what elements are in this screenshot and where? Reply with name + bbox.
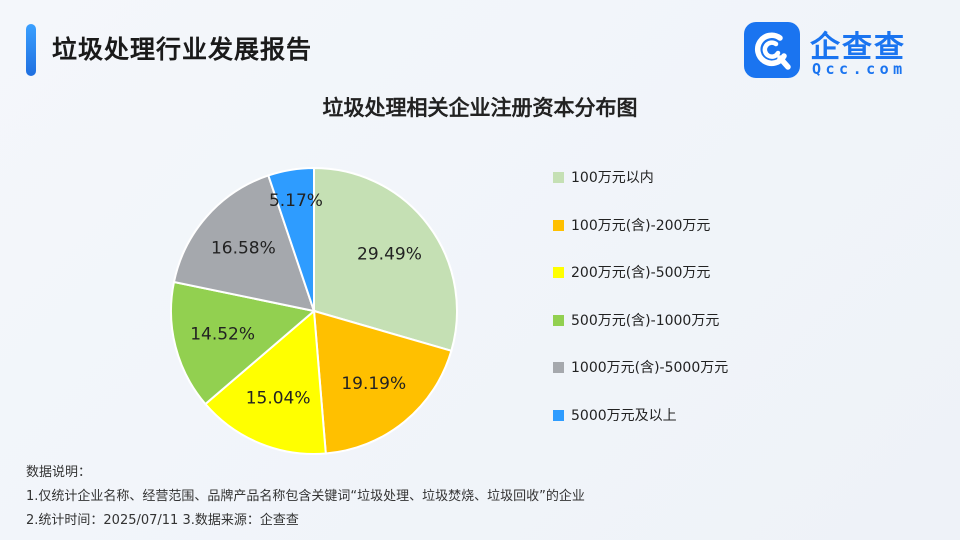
legend-swatch xyxy=(553,267,564,279)
slice-data-label: 19.19% xyxy=(341,374,406,394)
slice-data-label: 15.04% xyxy=(246,388,311,408)
legend-label: 1000万元(含)-5000万元 xyxy=(571,360,729,377)
legend-label: 200万元(含)-500万元 xyxy=(571,265,711,282)
title-accent-bar xyxy=(26,24,36,76)
legend-swatch xyxy=(553,362,564,374)
logo-name: 企查查 xyxy=(810,30,906,65)
qcc-logo-icon xyxy=(744,22,800,78)
pie-slice xyxy=(312,309,453,455)
pie-slice xyxy=(313,166,458,353)
legend-label: 100万元(含)-200万元 xyxy=(571,217,711,234)
slice-data-label: 29.49% xyxy=(357,244,422,264)
pie-slice xyxy=(267,166,315,312)
notes-line-1: 1.仅统计企业名称、经营范围、品牌产品名称包含关键词“垃圾处理、垃圾焚烧、垃圾回… xyxy=(26,489,585,504)
legend-label: 500万元(含)-1000万元 xyxy=(571,312,720,329)
pie-slice xyxy=(170,280,317,406)
legend-label: 5000万元及以上 xyxy=(571,408,677,424)
legend-swatch xyxy=(553,172,564,183)
slice-data-label: 14.52% xyxy=(190,325,255,345)
logo-domain: Qcc.com xyxy=(812,60,907,78)
data-notes: 数据说明： 1.仅统计企业名称、经营范围、品牌产品名称包含关键词“垃圾处理、垃圾… xyxy=(26,461,585,533)
legend-swatch xyxy=(553,314,564,326)
report-title: 垃圾处理行业发展报告 xyxy=(52,35,313,64)
chart-title: 垃圾处理相关企业注册资本分布图 xyxy=(322,96,638,120)
slice-data-label: 16.58% xyxy=(211,238,276,258)
slice-data-label: 5.17% xyxy=(269,191,323,211)
notes-line-2: 2.统计时间：2025/07/11 3.数据来源：企查查 xyxy=(26,513,299,528)
pie-slice xyxy=(203,308,327,455)
notes-heading: 数据说明： xyxy=(26,465,92,480)
legend-label: 100万元以内 xyxy=(571,170,654,186)
legend-swatch xyxy=(553,219,564,231)
legend-swatch xyxy=(553,410,564,421)
brand-logo: 企查查 Qcc.com xyxy=(744,22,934,80)
